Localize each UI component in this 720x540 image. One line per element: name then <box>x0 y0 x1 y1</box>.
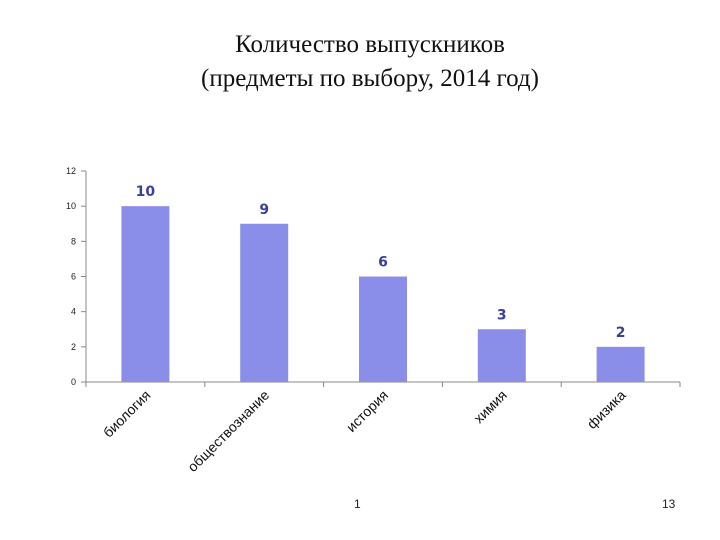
x-tick-label: химия <box>470 387 509 426</box>
y-tick-label: 12 <box>66 166 76 176</box>
x-tick-label: биология <box>100 387 154 441</box>
data-label: 2 <box>616 325 626 341</box>
bar-физика <box>596 346 645 382</box>
chart-title-line-1: Количество выпускников <box>235 31 505 58</box>
y-tick-label: 2 <box>71 342 76 352</box>
data-label: 3 <box>497 307 507 323</box>
page-number: 13 <box>662 497 676 511</box>
y-tick-label: 0 <box>71 377 76 387</box>
y-tick-label: 6 <box>71 272 76 282</box>
bar-история <box>359 276 407 382</box>
chart-title: Количество выпускников (предметы по выбо… <box>0 28 720 96</box>
data-label: 9 <box>259 202 269 218</box>
bar-биология <box>121 206 170 382</box>
x-tick-label: физика <box>584 387 629 432</box>
y-tick-label: 10 <box>66 201 76 211</box>
bar-обществознание <box>240 223 289 382</box>
y-tick-label: 8 <box>71 236 76 246</box>
y-tick-label: 4 <box>71 307 76 317</box>
chart-title-line-2: (предметы по выбору, 2014 год) <box>201 65 539 92</box>
x-tick-label: обществознание <box>184 387 272 475</box>
bar-химия <box>477 329 526 382</box>
x-tick-label: история <box>343 387 391 435</box>
data-label: 6 <box>378 255 388 271</box>
slide-number: 1 <box>354 497 361 511</box>
data-label: 10 <box>136 184 156 200</box>
